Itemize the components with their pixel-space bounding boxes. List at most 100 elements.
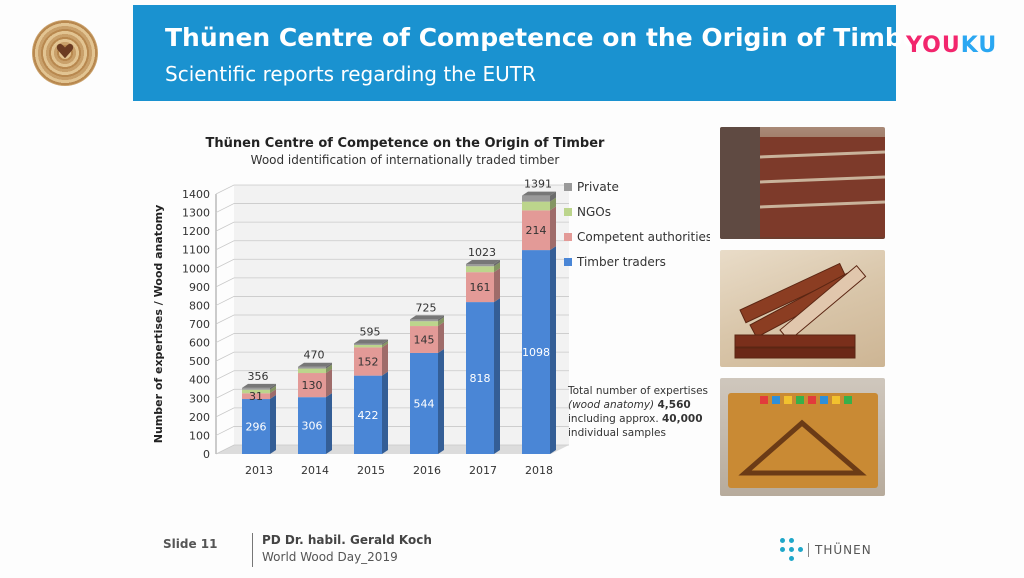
y-tick-label: 300 [189, 392, 210, 405]
bar-segment [466, 266, 494, 273]
bar-segment-side [550, 246, 556, 454]
legend-label: Private [577, 180, 619, 194]
bar-segment-side [326, 393, 332, 454]
watermark-part1: YOU [906, 33, 961, 58]
gridline [215, 388, 569, 399]
annotation-line3: including approx. 40,000 [568, 413, 703, 425]
bar-segment-side [438, 317, 444, 327]
data-label: 214 [526, 224, 547, 237]
bar-segment-side [382, 339, 388, 345]
legend-label: Competent authorities [577, 230, 710, 244]
total-label: 595 [360, 326, 381, 339]
x-tick-label: 2016 [413, 464, 441, 477]
logo-band [0, 0, 133, 100]
bar-segment-side [550, 191, 556, 202]
page-title: Thünen Centre of Competence on the Origi… [165, 23, 933, 52]
chart-title: Thünen Centre of Competence on the Origi… [205, 136, 605, 151]
data-label: 818 [470, 372, 491, 385]
thunen-dots-icon [780, 538, 804, 562]
legend-swatch [564, 258, 572, 266]
gridline [215, 277, 569, 288]
data-label: 544 [414, 397, 435, 410]
annotation-line4: individual samples [568, 427, 666, 439]
gridline [215, 258, 569, 269]
bar-top [354, 339, 388, 344]
bar-segment [410, 326, 438, 353]
bar-segment [410, 321, 438, 327]
bar-segment [466, 264, 494, 267]
bar-segment [242, 399, 270, 454]
annotation-line2: (wood anatomy) 4,560 [568, 399, 691, 411]
legend-label: Timber traders [576, 255, 666, 269]
wood-toys-photo [720, 378, 885, 496]
bar-segment [354, 344, 382, 348]
data-label: 145 [414, 334, 435, 347]
stacked-bar-chart: 0 100 200 300 400 500 600 700 800 900 1000 1100 1200… [152, 178, 710, 477]
bar-segment-side [326, 364, 332, 374]
bar-top [298, 362, 332, 367]
bar-segment-side [270, 385, 276, 394]
gridline [215, 221, 569, 232]
bar-segment-side [438, 348, 444, 454]
y-tick-label: 0 [203, 448, 210, 461]
gridline [215, 314, 569, 325]
gridline [215, 444, 569, 455]
legend-label: NGOs [577, 205, 611, 219]
legend-swatch [564, 208, 572, 216]
timber-stack-photo [720, 127, 885, 239]
gridline [215, 240, 569, 251]
bar-segment-side [270, 395, 276, 454]
bar-segment-side [494, 268, 500, 303]
legend-swatch [564, 183, 572, 191]
thunen-logo: THÜNEN [780, 538, 872, 562]
gridline [215, 426, 569, 436]
bar-segment-side [382, 343, 388, 376]
gridline [215, 407, 569, 418]
y-tick-label: 600 [189, 337, 210, 350]
bar-top [466, 260, 500, 265]
total-label: 1391 [524, 178, 552, 191]
bar-segment-side [494, 298, 500, 454]
bar-segment [466, 272, 494, 303]
bar-segment-side [494, 260, 500, 267]
bar-segment [298, 397, 326, 454]
bar-segment-side [270, 383, 276, 390]
heart-icon [56, 43, 74, 59]
slide-header: Thünen Centre of Competence on the Origi… [133, 5, 932, 101]
bar-top [242, 383, 276, 388]
y-tick-label: 400 [189, 374, 210, 387]
total-label: 356 [248, 370, 269, 383]
total-label: 725 [416, 301, 437, 314]
bar-segment-side [270, 389, 276, 400]
data-label: 161 [470, 281, 491, 294]
bar-segment-side [382, 371, 388, 454]
bar-top [410, 315, 444, 320]
data-label: 306 [302, 420, 323, 433]
thunen-wordmark: THÜNEN [808, 543, 872, 557]
y-tick-label: 200 [189, 411, 210, 424]
event-name: World Wood Day_2019 [262, 550, 398, 564]
bar-segment [522, 201, 550, 211]
author-name: PD Dr. habil. Gerald Koch [262, 533, 432, 547]
wood-ring-logo-icon [32, 20, 98, 86]
data-label: 1098 [522, 346, 550, 359]
bar-segment [354, 347, 382, 376]
bar-segment [522, 250, 550, 454]
chart-subtitle: Wood identification of internationally t… [250, 153, 560, 167]
data-label: 422 [358, 409, 379, 422]
annotation-line1: Total number of expertises [567, 385, 708, 397]
bar-segment [242, 387, 270, 390]
data-label: 31 [249, 390, 263, 403]
data-label: 152 [358, 356, 379, 369]
y-tick-label: 1300 [182, 207, 210, 220]
footer-divider [252, 533, 253, 567]
gridline [215, 333, 569, 343]
y-tick-label: 500 [189, 355, 210, 368]
y-tick-label: 900 [189, 281, 210, 294]
bar-segment-side [326, 369, 332, 398]
bar-segment [410, 319, 438, 322]
y-tick-label: 800 [189, 299, 210, 312]
x-tick-label: 2014 [301, 464, 329, 477]
bar-segment-side [438, 315, 444, 322]
